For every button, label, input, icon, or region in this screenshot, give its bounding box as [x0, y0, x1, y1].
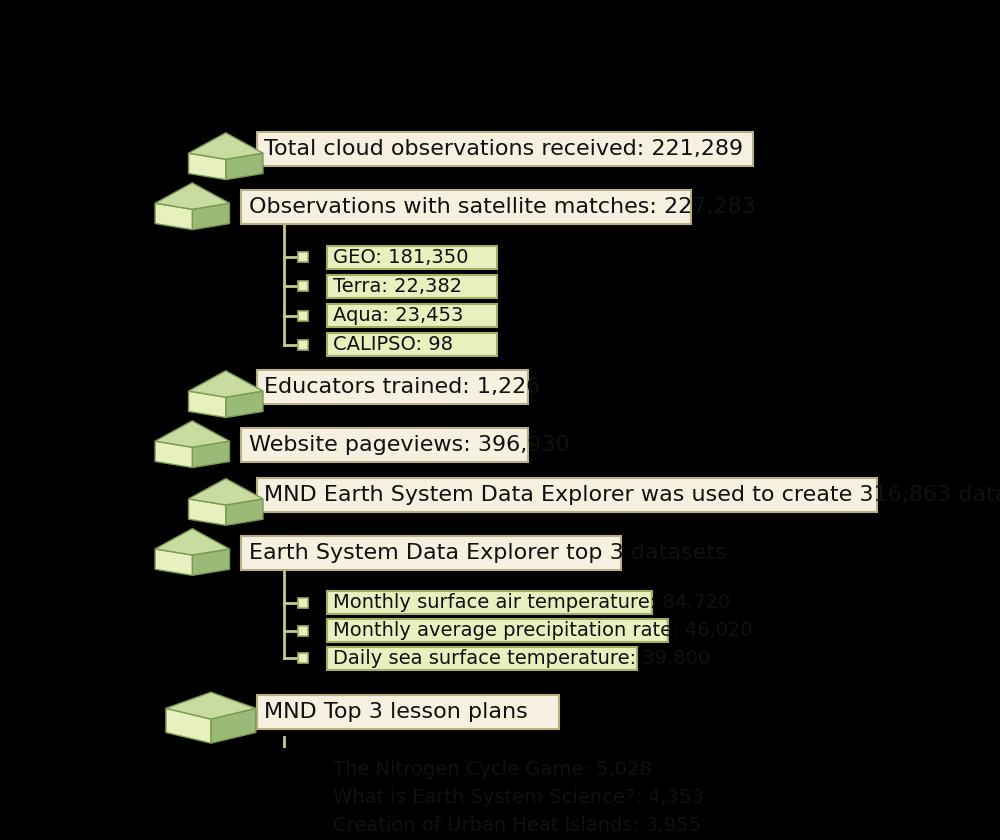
FancyBboxPatch shape — [298, 654, 308, 664]
Polygon shape — [155, 421, 229, 447]
Text: Monthly surface air temperature: 84,720: Monthly surface air temperature: 84,720 — [333, 593, 730, 612]
Polygon shape — [211, 708, 256, 743]
FancyBboxPatch shape — [326, 333, 497, 356]
FancyBboxPatch shape — [326, 647, 637, 669]
Polygon shape — [155, 441, 192, 468]
FancyBboxPatch shape — [298, 281, 308, 291]
FancyBboxPatch shape — [298, 340, 308, 350]
Polygon shape — [189, 499, 226, 525]
Polygon shape — [166, 708, 211, 743]
Polygon shape — [192, 441, 229, 468]
Polygon shape — [192, 203, 229, 229]
FancyBboxPatch shape — [298, 793, 308, 803]
FancyBboxPatch shape — [298, 626, 308, 636]
Polygon shape — [189, 153, 226, 180]
Polygon shape — [155, 528, 229, 555]
Polygon shape — [155, 183, 229, 209]
Text: GEO: 181,350: GEO: 181,350 — [333, 248, 468, 266]
Text: Earth System Data Explorer top 3 datasets: Earth System Data Explorer top 3 dataset… — [249, 543, 727, 563]
FancyBboxPatch shape — [298, 252, 308, 262]
FancyBboxPatch shape — [257, 133, 753, 166]
Polygon shape — [192, 549, 229, 575]
Text: Terra: 22,382: Terra: 22,382 — [333, 277, 462, 296]
Text: MND Earth System Data Explorer was used to create 316,863 data visualizations: MND Earth System Data Explorer was used … — [264, 485, 1000, 505]
Polygon shape — [189, 479, 263, 505]
FancyBboxPatch shape — [326, 591, 652, 614]
Text: Daily sea surface temperature: 39,800: Daily sea surface temperature: 39,800 — [333, 648, 710, 668]
FancyBboxPatch shape — [298, 311, 308, 321]
Text: The Nitrogen Cycle Game: 5,028: The Nitrogen Cycle Game: 5,028 — [333, 760, 651, 780]
FancyBboxPatch shape — [298, 765, 308, 775]
Text: Monthly average precipitation rate: 46,020: Monthly average precipitation rate: 46,0… — [333, 621, 752, 640]
Polygon shape — [155, 549, 192, 575]
FancyBboxPatch shape — [298, 821, 308, 831]
Text: Educators trained: 1,226: Educators trained: 1,226 — [264, 377, 541, 397]
FancyBboxPatch shape — [326, 245, 497, 269]
FancyBboxPatch shape — [257, 478, 877, 512]
Polygon shape — [226, 153, 263, 180]
Text: Aqua: 23,453: Aqua: 23,453 — [333, 306, 463, 325]
FancyBboxPatch shape — [326, 619, 668, 642]
FancyBboxPatch shape — [241, 428, 528, 462]
FancyBboxPatch shape — [326, 759, 606, 781]
FancyBboxPatch shape — [326, 786, 621, 809]
Polygon shape — [189, 133, 263, 160]
Polygon shape — [189, 391, 226, 417]
FancyBboxPatch shape — [241, 190, 691, 224]
Text: Observations with satellite matches: 227,283: Observations with satellite matches: 227… — [249, 197, 756, 217]
FancyBboxPatch shape — [326, 275, 497, 298]
FancyBboxPatch shape — [257, 370, 528, 404]
FancyBboxPatch shape — [257, 696, 559, 729]
FancyBboxPatch shape — [326, 304, 497, 327]
Polygon shape — [155, 203, 192, 229]
Text: Total cloud observations received: 221,289: Total cloud observations received: 221,2… — [264, 139, 744, 160]
Text: CALIPSO: 98: CALIPSO: 98 — [333, 335, 453, 354]
Text: What is Earth System Science?: 4,353: What is Earth System Science?: 4,353 — [333, 788, 703, 807]
Polygon shape — [226, 391, 263, 417]
Text: Creation of Urban Heat Islands: 3,955: Creation of Urban Heat Islands: 3,955 — [333, 816, 701, 835]
FancyBboxPatch shape — [241, 536, 621, 570]
Polygon shape — [166, 692, 256, 719]
Polygon shape — [189, 370, 263, 397]
Text: MND Top 3 lesson plans: MND Top 3 lesson plans — [264, 702, 528, 722]
FancyBboxPatch shape — [298, 598, 308, 608]
Polygon shape — [226, 499, 263, 525]
FancyBboxPatch shape — [326, 814, 621, 837]
Text: Website pageviews: 396,930: Website pageviews: 396,930 — [249, 435, 570, 455]
